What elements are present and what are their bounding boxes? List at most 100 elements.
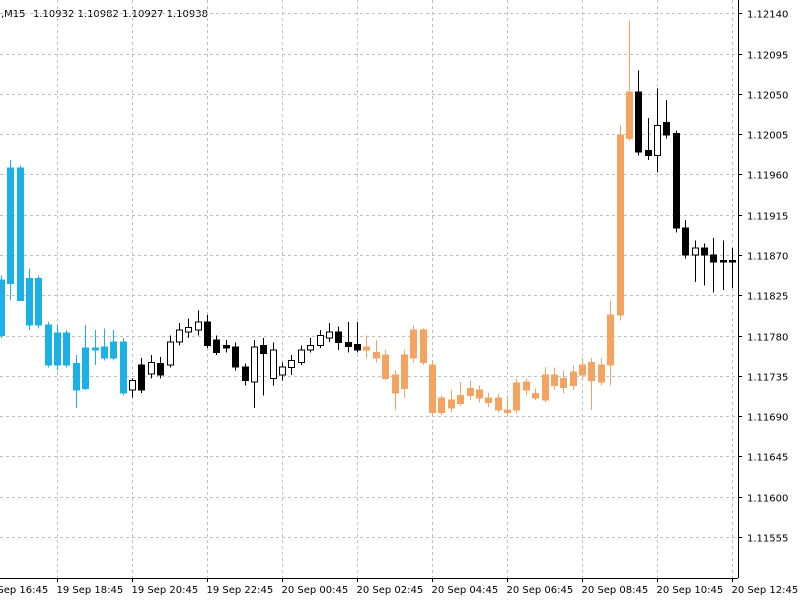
candle-body [204,321,211,346]
x-tick-label: 19 Sep 18:45 [57,585,124,596]
y-tick-label: 1.11645 [747,453,788,464]
candle-body [129,379,136,391]
candle-body [17,167,24,302]
candle-body [232,346,239,368]
candle-body [335,331,342,344]
candle-body [251,346,258,383]
y-tick-label: 1.12050 [747,91,788,102]
y-tick-label: 1.12005 [747,131,788,142]
candle-body [392,374,399,394]
x-tick-label: 19 Sep 22:45 [207,585,274,596]
candle-body [420,329,427,363]
candle-body [438,397,445,413]
candle-body [682,227,689,256]
candle-body [260,344,267,354]
candle-body [279,366,286,376]
candle-body [570,371,577,387]
candle-body [307,344,314,351]
candle-body [476,389,483,399]
candle-body [54,332,61,366]
candle-body [288,360,295,369]
x-tick-label: 20 Sep 06:45 [507,585,574,596]
x-tick-label: 20 Sep 08:45 [582,585,649,596]
candle-body [523,381,530,391]
candle-body [92,347,99,351]
x-tick-label: 20 Sep 02:45 [357,585,424,596]
candle-body [35,277,42,326]
candle-body [504,409,511,413]
candle-body [176,329,183,343]
chart-title: ,M15 [1,9,26,20]
candle-body [626,91,633,140]
x-tick-label: 20 Sep 04:45 [432,585,499,596]
candle-body [673,132,680,229]
candle-body [532,393,539,399]
y-tick-label: 1.11870 [747,252,788,263]
candle-body [82,347,89,389]
candle-body [345,342,352,347]
candle-body [485,397,492,404]
candle-body [148,361,155,375]
candle-body [429,364,436,413]
candle-body [692,247,699,256]
candle-body [73,362,80,391]
y-tick-label: 1.11825 [747,292,788,303]
candle-body [242,366,249,381]
candle-body [326,331,333,339]
candle-body [560,377,567,388]
candle-body [101,346,108,359]
candle-body [654,124,661,157]
candle-body [551,374,558,387]
candle-body [720,259,727,263]
candle-body [213,339,220,354]
y-tick-label: 1.11735 [747,373,788,384]
y-tick-label: 1.12140 [747,10,788,21]
y-tick-label: 1.11600 [747,494,788,505]
candle-body [195,321,202,331]
candle-body [495,397,502,411]
candle-body [457,394,464,405]
candle-body [298,349,305,363]
x-tick-label: 20 Sep 10:45 [657,585,724,596]
candle-body [729,259,736,263]
candle-body [401,354,408,389]
y-tick-label: 1.11690 [747,413,788,424]
candle-body [382,354,389,379]
candle-body [645,149,652,157]
y-tick-label: 1.11780 [747,333,788,344]
candle-body [448,399,455,409]
candle-body [710,254,717,263]
candle-body [26,277,33,326]
candle-body [542,374,549,401]
y-tick-label: 1.12095 [747,51,788,62]
candle-body [701,247,708,256]
candle-body [223,344,230,349]
candle-body [410,329,417,359]
candle-body [579,364,586,376]
candle-body [45,324,52,366]
candle-body [373,352,380,359]
candle-body [120,341,127,394]
candle-body [7,167,14,285]
y-tick-label: 1.11555 [747,534,788,545]
x-tick-label: 20 Sep 12:45 [732,585,799,596]
candle-body [635,91,642,153]
candle-body [354,343,361,351]
candle-body [363,346,370,351]
candle-body [598,364,605,383]
candle-body [513,382,520,411]
candle-body [63,332,70,366]
candle-body [663,122,670,136]
candle-body [270,349,277,379]
candle-body [185,326,192,333]
candle-body [467,387,474,396]
candle-body [607,314,614,366]
y-tick-label: 1.11915 [747,212,788,223]
candle-body [157,362,164,376]
ohlc-readout: 1.10932 1.10982 1.10927 1.10938 [33,9,208,20]
x-tick-label: 19 Sep 16:45 [0,585,48,596]
candle-body [588,361,595,381]
